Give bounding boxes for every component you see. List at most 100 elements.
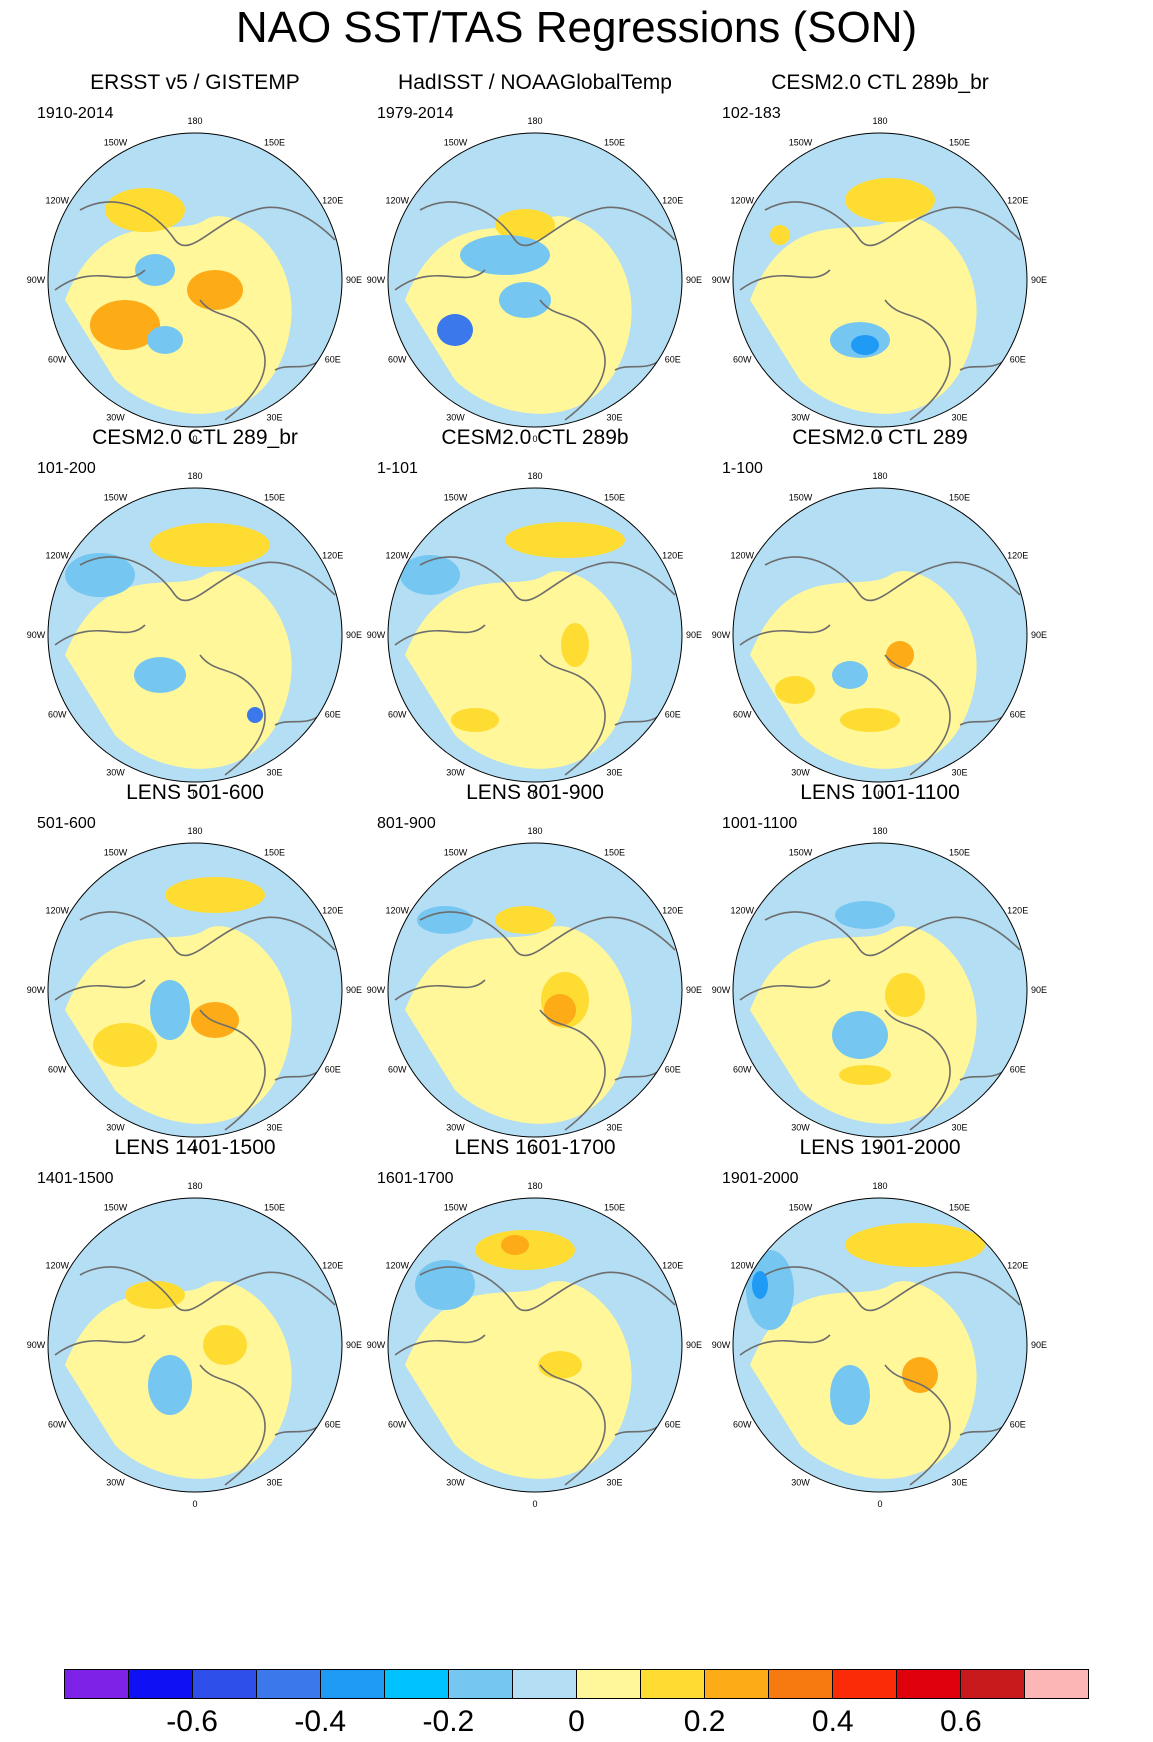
map-panel: HadISST / NOAAGlobalTemp 180 150E 120E 90E 60… <box>345 70 725 465</box>
longitude-label: 150E <box>949 1202 970 1212</box>
anomaly-blob <box>845 178 935 222</box>
longitude-label: 60W <box>388 1065 407 1075</box>
colorbar-cell <box>321 1670 385 1698</box>
longitude-label: 0 <box>532 1144 537 1154</box>
anomaly-blob <box>840 708 900 732</box>
longitude-label: 150W <box>104 1202 128 1212</box>
longitude-label: 90W <box>712 1340 731 1350</box>
map-boundary <box>732 487 1028 783</box>
longitude-label: 30W <box>791 768 810 778</box>
anomaly-blob <box>203 1325 247 1365</box>
longitude-label: 0 <box>532 434 537 444</box>
longitude-label: 90W <box>367 630 386 640</box>
period-label: 102-183 <box>722 105 781 122</box>
longitude-label: 30W <box>446 768 465 778</box>
longitude-label: 150E <box>949 847 970 857</box>
longitude-label: 150E <box>264 137 285 147</box>
coastline <box>739 911 1021 1131</box>
longitude-label: 30W <box>791 1123 810 1133</box>
map-boundary <box>387 1197 683 1493</box>
longitude-label: 150W <box>444 492 468 502</box>
anomaly-blob <box>902 1357 938 1393</box>
anomaly-blob <box>147 326 183 354</box>
longitude-label: 150E <box>604 847 625 857</box>
colorbar-cell <box>513 1670 577 1698</box>
longitude-label: 30E <box>606 768 622 778</box>
longitude-label: 90E <box>686 1340 702 1350</box>
panel-title: LENS 1601-1700 <box>454 1136 616 1159</box>
longitude-label: 150W <box>789 1202 813 1212</box>
polar-map: 180 150E 120E 90E 60E 30E 0 30W 60W 90W 120W 150W <box>367 116 702 444</box>
colorbar-cell <box>769 1670 833 1698</box>
longitude-label: 90W <box>367 275 386 285</box>
longitude-label: 30W <box>106 768 125 778</box>
positive-anomaly-field <box>750 216 977 414</box>
anomaly-blob <box>835 901 895 929</box>
panel-title: LENS 1401-1500 <box>114 1136 276 1159</box>
anomaly-blob <box>501 1235 529 1255</box>
map-boundary <box>387 487 683 783</box>
longitude-label: 90E <box>686 985 702 995</box>
longitude-label: 30E <box>266 413 282 423</box>
longitude-label: 0 <box>877 789 882 799</box>
period-label: 1-101 <box>377 460 418 477</box>
longitude-label: 90W <box>712 985 731 995</box>
longitude-label: 30W <box>106 413 125 423</box>
map-boundary <box>732 842 1028 1138</box>
polar-map: 180 150E 120E 90E 60E 30E 0 30W 60W 90W 120W 150W <box>712 116 1047 444</box>
coastline <box>739 1266 1021 1486</box>
longitude-label: 120E <box>662 1261 683 1271</box>
longitude-label: 180 <box>872 1181 887 1191</box>
longitude-label: 120E <box>1007 551 1028 561</box>
map-boundary <box>387 132 683 428</box>
longitude-label: 120E <box>322 551 343 561</box>
colorbar-cell <box>65 1670 129 1698</box>
coastline <box>739 556 1021 776</box>
polar-map: 180 150E 120E 90E 60E 30E 0 30W 60W 90W 120W 150W <box>27 116 362 444</box>
panel-title: LENS 801-900 <box>466 781 604 804</box>
longitude-label: 180 <box>527 826 542 836</box>
colorbar-cell <box>705 1670 769 1698</box>
longitude-label: 180 <box>872 826 887 836</box>
panel-title: LENS 1901-2000 <box>799 1136 961 1159</box>
longitude-label: 120W <box>386 196 410 206</box>
coastline <box>739 201 1021 421</box>
longitude-label: 90E <box>686 630 702 640</box>
longitude-label: 90W <box>712 275 731 285</box>
longitude-label: 120E <box>322 906 343 916</box>
longitude-label: 120W <box>386 551 410 561</box>
longitude-label: 30W <box>446 1123 465 1133</box>
coastline <box>394 556 676 776</box>
longitude-label: 60W <box>388 710 407 720</box>
longitude-label: 90E <box>346 985 362 995</box>
panel-title: CESM2.0 CTL 289 <box>792 426 968 449</box>
colorbar-cell <box>641 1670 705 1698</box>
longitude-label: 150W <box>789 492 813 502</box>
map-boundary <box>47 487 343 783</box>
longitude-label: 120W <box>46 1261 70 1271</box>
map-boundary <box>732 132 1028 428</box>
longitude-label: 30E <box>951 413 967 423</box>
longitude-label: 150E <box>604 1202 625 1212</box>
longitude-label: 0 <box>877 434 882 444</box>
longitude-label: 30E <box>951 1478 967 1488</box>
longitude-label: 60E <box>665 355 681 365</box>
colorbar-cell <box>129 1670 193 1698</box>
longitude-label: 30W <box>446 1478 465 1488</box>
panel-title: ERSST v5 / GISTEMP <box>90 71 300 94</box>
longitude-label: 60E <box>665 1065 681 1075</box>
longitude-label: 60W <box>733 1420 752 1430</box>
longitude-label: 30W <box>791 413 810 423</box>
longitude-label: 60W <box>733 355 752 365</box>
anomaly-blob <box>93 1023 157 1067</box>
longitude-label: 60W <box>48 710 67 720</box>
anomaly-blob <box>495 906 555 934</box>
map-panel: CESM2.0 CTL 289 180 150E 120E 90E 60E 30E 0 30W 6… <box>690 425 1070 820</box>
longitude-label: 180 <box>187 826 202 836</box>
longitude-label: 90E <box>1031 1340 1047 1350</box>
longitude-label: 150E <box>264 847 285 857</box>
period-label: 101-200 <box>37 460 96 477</box>
longitude-label: 60W <box>48 1420 67 1430</box>
anomaly-blob <box>134 657 186 693</box>
longitude-label: 60E <box>1010 1065 1026 1075</box>
